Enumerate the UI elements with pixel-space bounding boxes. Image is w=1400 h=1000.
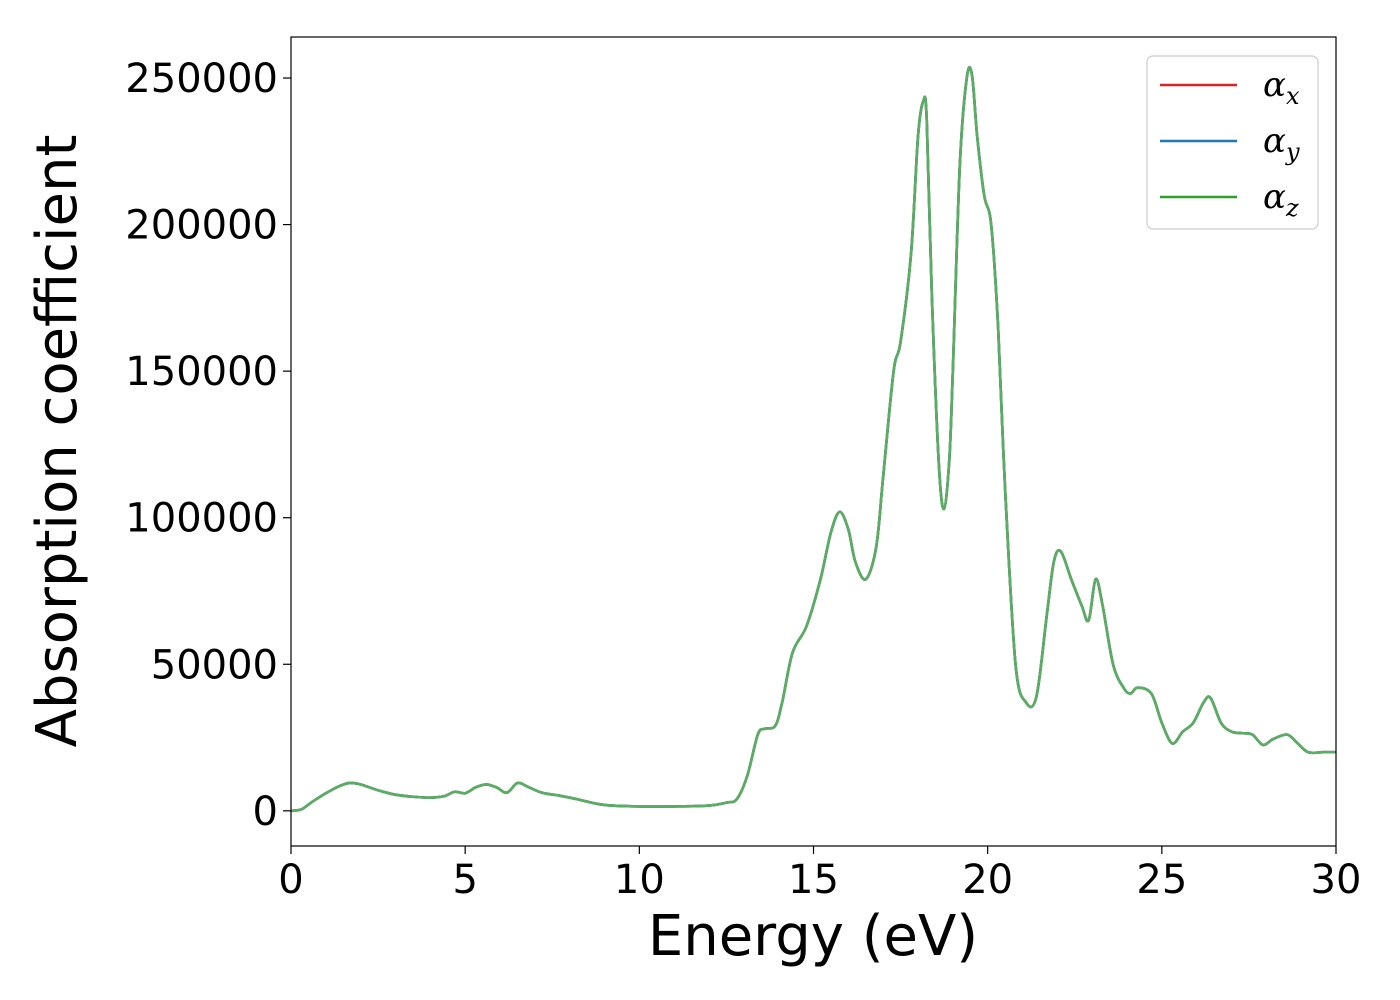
x-tick-label: 10 [614,857,665,903]
y-axis: 0 50000 100000 150000 200000 250000 [125,56,291,835]
legend-label-2: αy [1263,121,1300,166]
x-tick-label: 5 [452,857,477,903]
y-tick-label: 250000 [125,56,278,102]
y-tick-label: 150000 [125,349,278,395]
x-axis: 0 5 10 15 20 25 30 [278,846,1361,903]
x-tick-label: 15 [788,857,839,903]
y-tick-label: 50000 [151,642,278,688]
y-tick-label: 200000 [125,203,278,249]
y-axis-title: Absorption coefficient [25,135,90,748]
x-tick-label: 25 [1136,857,1187,903]
series-line-3 [290,65,1336,813]
x-axis-title: Energy (eV) [648,904,978,969]
x-tick-label: 20 [962,857,1013,903]
x-tick-label: 0 [278,857,303,903]
legend-box [1146,55,1319,230]
series-layer [290,65,1336,813]
legend: αx αy αz [1146,55,1319,230]
legend-label-1: αx [1263,65,1300,110]
x-tick-label: 30 [1311,857,1362,903]
y-tick-label: 0 [253,789,278,835]
legend-label-3: αz [1263,177,1299,222]
y-tick-label: 100000 [125,496,278,542]
